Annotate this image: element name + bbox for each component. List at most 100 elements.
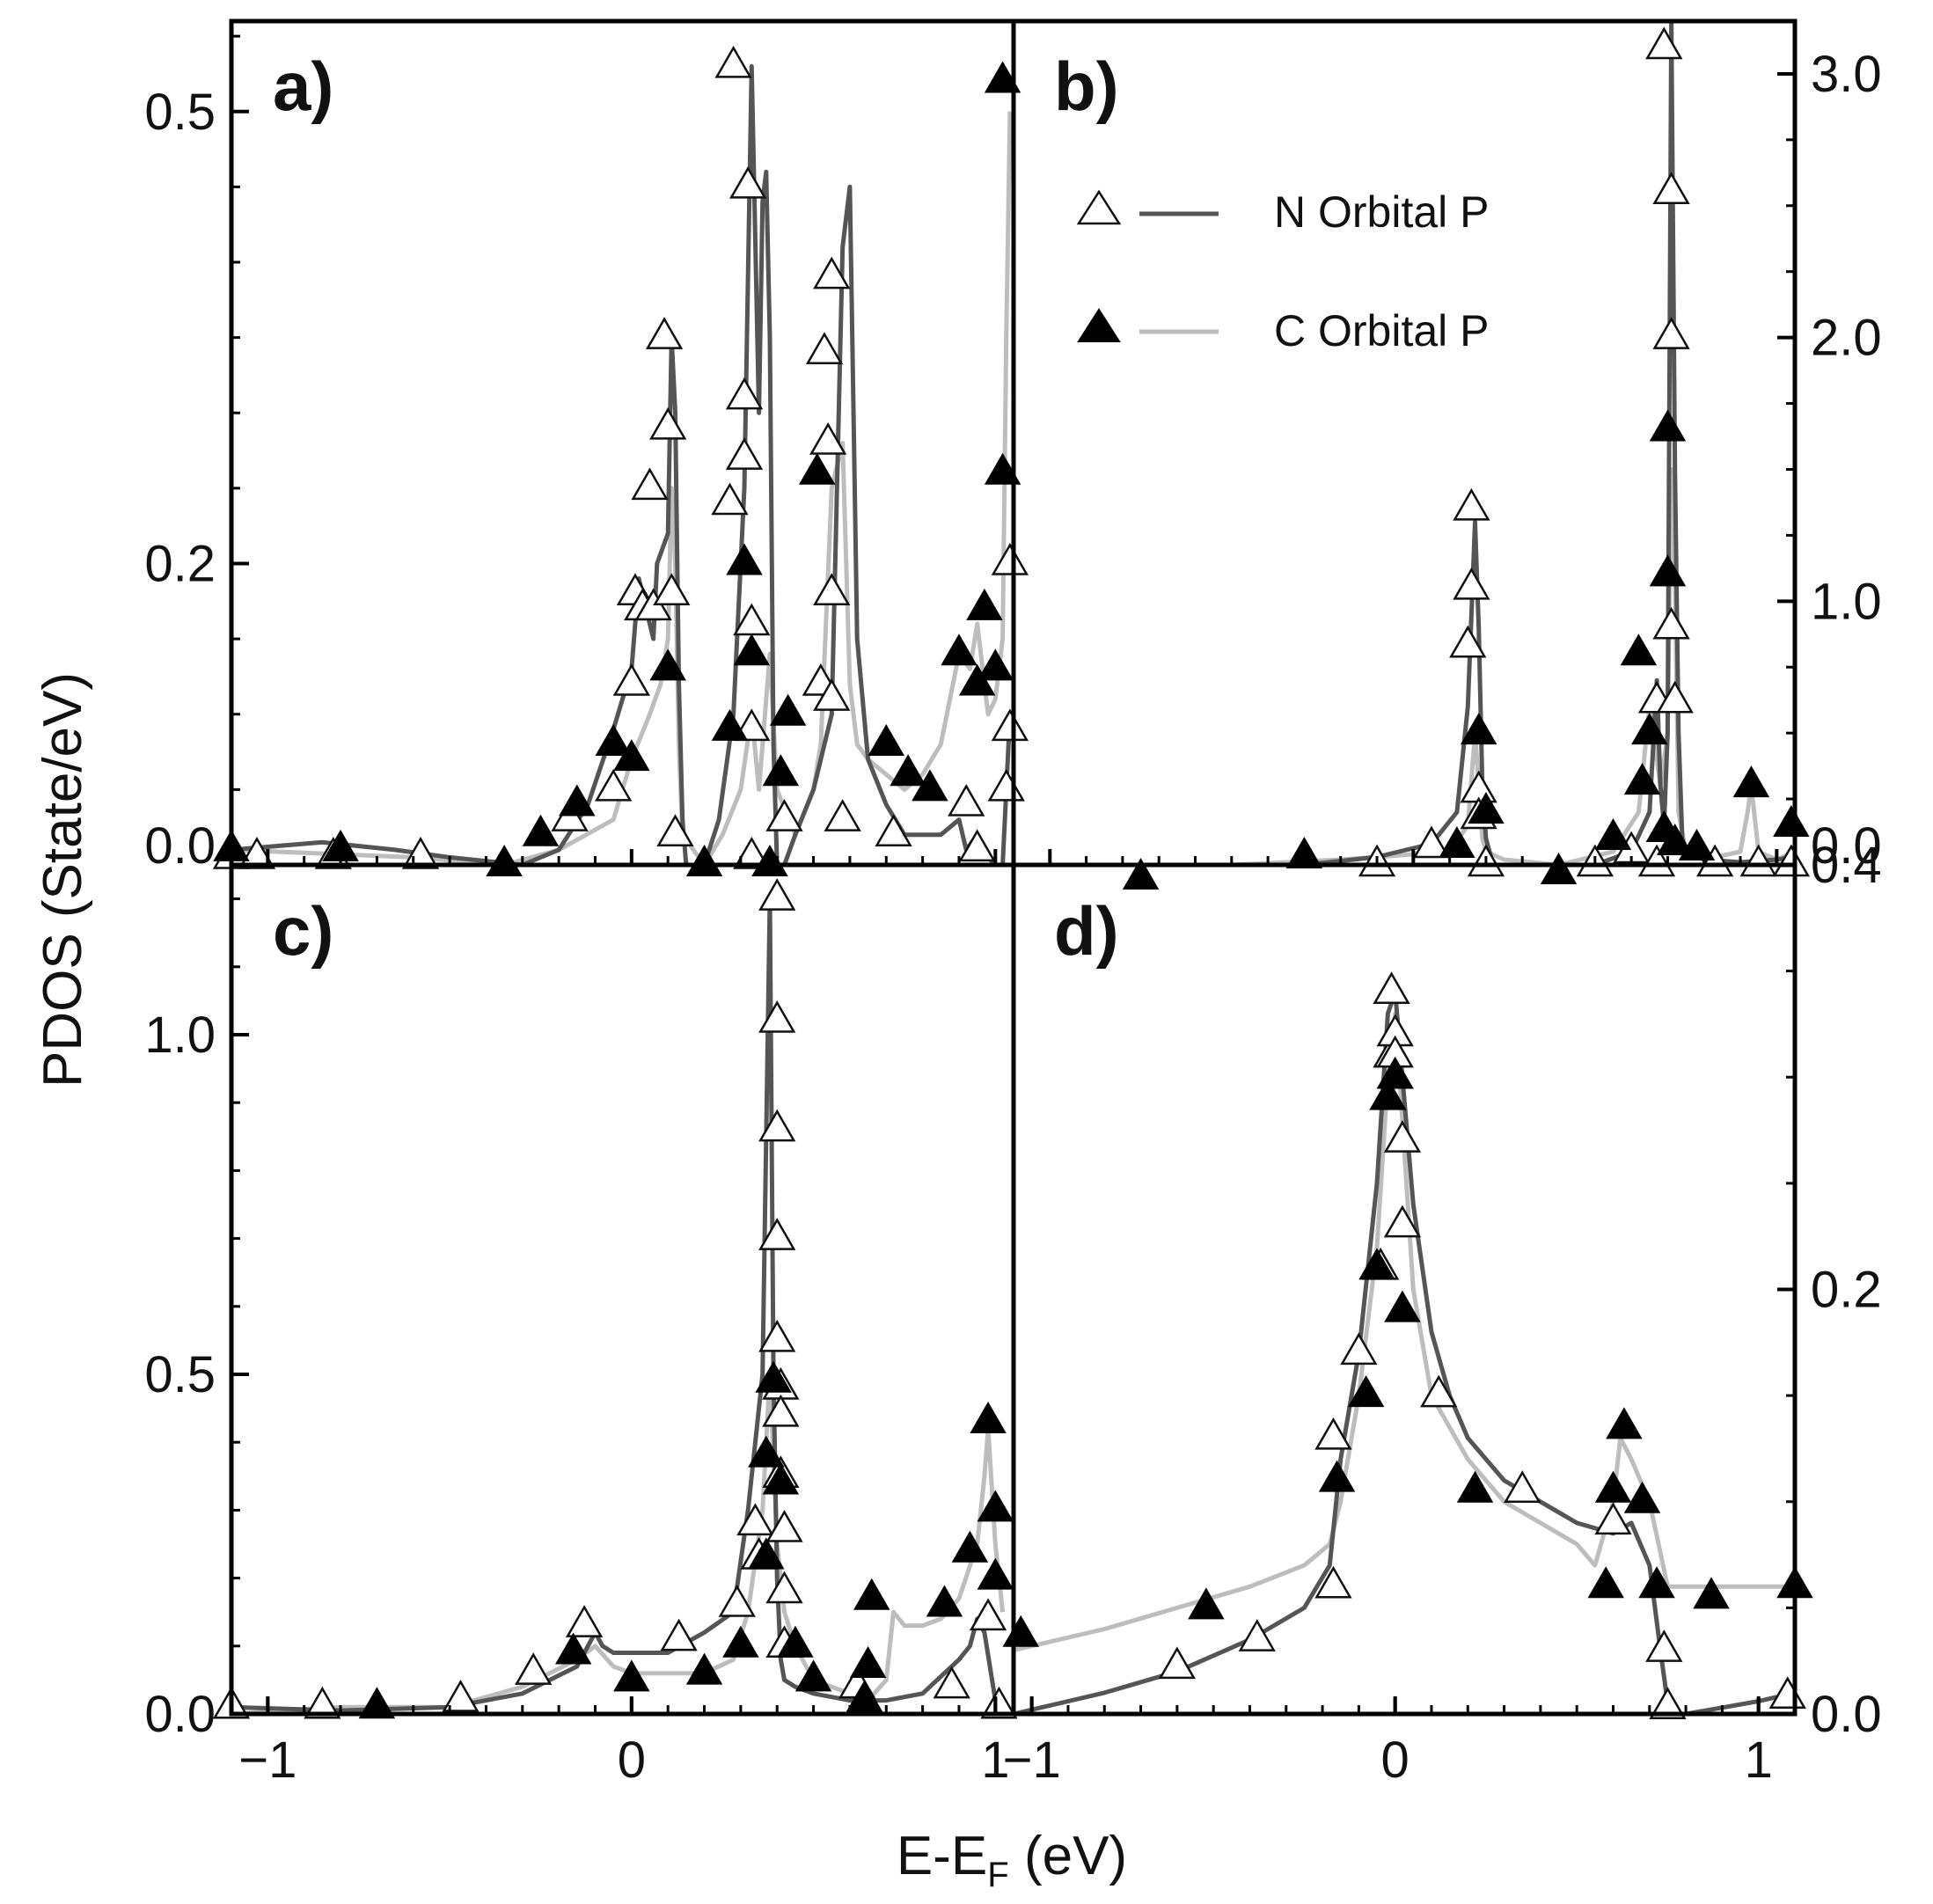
panel-d-n-orbital-line <box>1013 990 1796 1717</box>
panel-a-n-orbital-marker <box>813 678 851 711</box>
panel-c-x-tick-label: 1 <box>981 1732 1009 1789</box>
panel-d-x-tick-label: −1 <box>1003 1732 1061 1789</box>
panel-a-c-orbital-marker <box>984 452 1021 485</box>
panel-a-c-orbital-marker <box>486 844 523 876</box>
panel-a-n-orbital-marker <box>612 663 650 696</box>
panel-c-c-orbital-marker <box>748 1537 785 1570</box>
frame-layer <box>229 18 1798 1717</box>
panel-a-n-orbital-marker <box>653 573 691 605</box>
panel-a-n-orbital-marker <box>765 799 803 831</box>
panel-d-c-orbital-marker <box>1623 1481 1661 1513</box>
panel-a-n-orbital-marker <box>991 708 1029 742</box>
x-axis-title-unit: (eV) <box>1009 1826 1127 1886</box>
panel-b-n-orbital-marker <box>1412 825 1451 859</box>
panel-a-n-orbital-marker <box>714 45 752 78</box>
panel-c-n-orbital-marker <box>660 1618 698 1651</box>
panel-c-c-orbital-marker <box>853 1578 890 1610</box>
panel-a-n-orbital-marker <box>987 768 1025 802</box>
panel-b-n-orbital-marker <box>1637 844 1676 877</box>
panel-d-c-orbital-marker <box>1606 1407 1643 1439</box>
panel-a-n-orbital-marker <box>813 573 851 605</box>
panel-c-c-orbital-marker <box>777 1625 814 1658</box>
panel-a-n-orbital-marker <box>875 814 912 846</box>
panel-d-c-orbital-marker <box>1318 1460 1356 1492</box>
panel-c-n-orbital-marker <box>718 1584 756 1617</box>
panel-a-c-orbital-marker <box>966 588 1003 620</box>
panel-a-n-orbital-marker <box>733 836 771 869</box>
panel-c-y-tick-label: 0.0 <box>144 1686 216 1743</box>
panel-c-c-orbital-marker <box>846 1680 883 1712</box>
panel-d-n-orbital-marker <box>1383 1205 1422 1238</box>
panel-b-c-orbital-marker <box>1649 409 1687 442</box>
panel-a-n-orbital-marker <box>595 768 633 802</box>
panel-b-c-orbital-marker <box>1439 826 1475 859</box>
x-axis-title: E-EF (eV) <box>897 1826 1127 1894</box>
panel-b-c-orbital-marker <box>1468 792 1505 824</box>
panel-a-n-orbital-marker <box>645 317 684 349</box>
panel-c-c-orbital-marker <box>685 1652 723 1685</box>
legend-open-triangle-marker <box>1076 189 1122 225</box>
panel-c-n-orbital-marker <box>765 1571 803 1604</box>
panel-c-label: c) <box>273 892 333 970</box>
panel-d-c-orbital-marker <box>1002 1615 1039 1647</box>
panel-a-c-orbital-marker <box>868 723 905 756</box>
panel-d-c-orbital-marker <box>1384 1290 1421 1322</box>
panel-d-n-orbital-marker <box>1645 1629 1683 1662</box>
panel-b-c-orbital-marker <box>1122 857 1160 890</box>
panel-d-n-orbital-marker <box>1373 971 1410 1004</box>
panel-c-n-orbital-marker <box>758 878 796 911</box>
panel-b-n-orbital-marker <box>1453 567 1490 600</box>
panel-b-c-orbital-marker <box>1620 633 1658 666</box>
panel-a-c-orbital-marker <box>649 648 686 681</box>
panel-c-n-orbital-marker <box>515 1652 553 1685</box>
panel-c-n-orbital-marker <box>758 1000 796 1033</box>
panel-a-c-orbital-marker <box>890 754 926 787</box>
panel-d-n-orbital-marker <box>1420 1374 1458 1408</box>
panel-b-y-tick-label: 3.0 <box>1811 46 1882 103</box>
panel-b-y-tick-label: 0.0 <box>1811 817 1882 875</box>
panel-d-c-orbital-marker <box>1456 1470 1494 1503</box>
panel-d-y-tick-label: 0.2 <box>1811 1262 1882 1319</box>
legend-filled-triangle-marker <box>1077 308 1121 342</box>
panel-b-n-orbital-marker <box>1652 317 1690 349</box>
panel-c-x-tick-label: 0 <box>618 1732 646 1789</box>
panel-c-n-orbital-marker <box>758 1218 796 1250</box>
panel-a-c-orbital-marker <box>912 769 948 802</box>
panel-b-c-orbital-marker <box>1656 824 1694 856</box>
panel-b-c-orbital-marker <box>1460 713 1497 745</box>
panel-d-n-orbital-marker <box>1238 1619 1276 1651</box>
panel-a-c-orbital-marker <box>941 633 977 666</box>
panel-a-y-tick-label: 0.0 <box>144 817 216 875</box>
panel-c-c-orbital-marker <box>755 1360 792 1393</box>
legend-label-c-orbital: C Orbital P <box>1274 306 1490 355</box>
panel-c-c-orbital-marker <box>748 1435 785 1468</box>
panel-b-n-orbital-marker <box>1645 26 1683 60</box>
panel-d-c-orbital-marker <box>1638 1566 1675 1599</box>
panel-c-y-tick-label: 0.5 <box>144 1346 216 1403</box>
panel-c-n-orbital-marker <box>933 1666 970 1699</box>
legend-label-n-orbital: N Orbital P <box>1274 187 1490 237</box>
panel-b-c-orbital-marker <box>1732 765 1770 798</box>
panel-a-y-tick-label: 0.5 <box>144 84 216 141</box>
panel-c-n-orbital-marker <box>736 1503 774 1536</box>
panel-c-n-orbital-marker <box>762 1394 800 1427</box>
panel-d-n-orbital-marker <box>1314 1565 1352 1599</box>
panel-b-n-orbital-marker <box>1652 606 1690 640</box>
panel-d-c-orbital-marker <box>1693 1577 1730 1609</box>
panel-c-n-orbital-marker <box>565 1605 604 1637</box>
panel-d-label: d) <box>1054 892 1119 970</box>
panel-b-c-orbital-marker <box>1540 852 1578 884</box>
panel-d-c-orbital-marker <box>1376 1057 1414 1089</box>
panel-a-c-orbital-marker <box>733 633 771 666</box>
panel-b-y-tick-label: 1.0 <box>1811 573 1882 630</box>
panel-a: 0.0 0.2 0.5 a) <box>144 34 1029 876</box>
panel-a-label: a) <box>273 48 333 125</box>
panel-c-c-orbital-marker <box>970 1402 1007 1434</box>
panel-a-n-orbital-marker <box>809 421 847 455</box>
panel-a-n-orbital-marker <box>729 165 767 199</box>
panel-a-c-orbital-marker <box>726 543 763 575</box>
panel-a-c-orbital-marker <box>984 61 1021 93</box>
panel-c-c-orbital-marker <box>977 1557 1014 1590</box>
panel-d-n-orbital-marker <box>1594 1502 1632 1535</box>
